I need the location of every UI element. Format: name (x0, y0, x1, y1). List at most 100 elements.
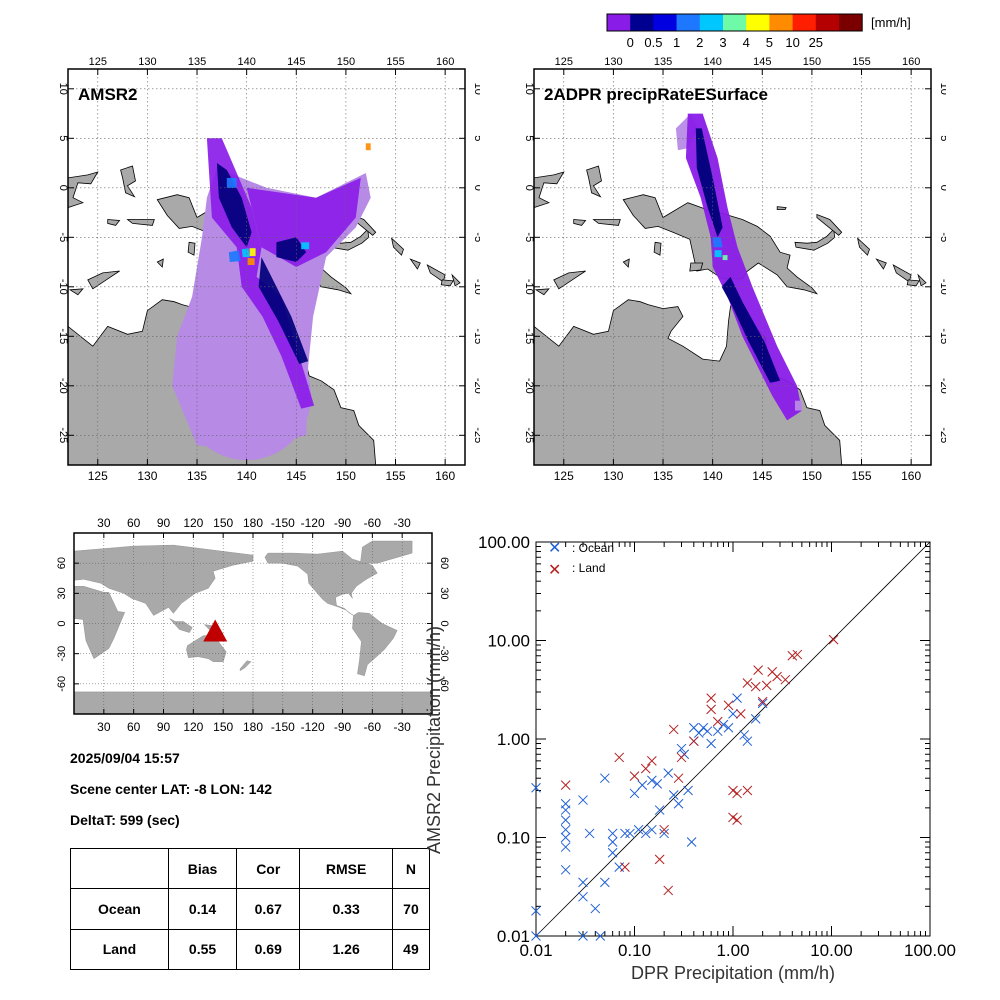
stats-corner-cell (70, 847, 169, 890)
ocean-point (723, 722, 734, 733)
globe-lat-label-right: 0 (438, 620, 450, 626)
globe-lat-label-left: -60 (56, 676, 68, 692)
dpr-lon-label-bottom: 160 (901, 469, 921, 483)
amsr2-lat-label-left: 10 (57, 83, 69, 95)
dpr-lon-label-top: 125 (555, 56, 573, 68)
ocean-point (663, 768, 674, 779)
amsr2-lon-label-top: 125 (89, 56, 107, 68)
amsr2-title: AMSR2 (78, 85, 138, 104)
amsr2-lat-label-right: -15 (472, 328, 480, 344)
amsr2-lat-label-right: 10 (472, 83, 480, 95)
ocean-point (578, 877, 588, 888)
dpr-lon-label-top: 135 (654, 56, 672, 68)
stats-rmse: 1.26 (299, 928, 393, 971)
globe-lon-label-top: 120 (183, 516, 203, 530)
amsr2-precip-cell (241, 248, 250, 258)
dpr-lon-label-bottom: 155 (852, 469, 872, 483)
ocean-point (625, 828, 635, 839)
amsr2-landmass (68, 288, 84, 296)
dpr-precip-cell (722, 255, 728, 261)
amsr2-lat-label-right: -10 (472, 279, 480, 295)
ocean-point (659, 828, 670, 839)
land-point (673, 773, 684, 784)
dpr-lat-label-left: 10 (523, 83, 535, 95)
stats-header-bias: Bias (167, 847, 238, 890)
dpr-lon-label-top: 155 (852, 56, 870, 68)
amsr2-landmass (390, 237, 404, 256)
ocean-point (640, 828, 651, 839)
globe-lon-label-bottom: -30 (393, 720, 411, 734)
globe-landmass (352, 612, 398, 677)
globe-lat-label-right: -60 (438, 676, 450, 692)
ocean-point (728, 709, 738, 719)
ocean-point (531, 931, 541, 941)
globe-lon-label-bottom: -120 (301, 720, 325, 734)
globe-lat-label-left: 30 (56, 587, 68, 599)
land-point (614, 752, 625, 763)
ocean-point (560, 832, 571, 843)
ocean-point (599, 877, 610, 888)
delta-time: DeltaT: 599 (sec) (70, 812, 180, 828)
amsr2-lon-label-top: 135 (188, 56, 206, 68)
dpr-lon-label-bottom: 130 (603, 469, 623, 483)
ocean-point (732, 693, 742, 703)
dpr-landmass (816, 213, 843, 236)
dpr-landmass (875, 258, 887, 270)
dpr-lon-label-bottom: 140 (703, 469, 723, 483)
amsr2-landmass (328, 228, 370, 251)
colorbar-swatch (746, 14, 770, 31)
dpr-landmass (794, 228, 836, 251)
amsr2-precip-cell (246, 177, 361, 267)
dpr-lon-label-bottom: 150 (802, 469, 822, 483)
globe-landmass (73, 586, 125, 659)
globe-lon-label-top: 60 (127, 516, 141, 530)
ocean-point (629, 788, 640, 799)
ocean-point (668, 790, 679, 800)
ocean-point (620, 828, 630, 839)
globe-lon-label-top: -30 (393, 516, 411, 530)
amsr2-lat-label-right: 0 (472, 185, 480, 191)
scatter-legend: ✕ : Ocean ✕ : Land (548, 540, 614, 579)
amsr2-landmass (440, 279, 454, 287)
ocean-point (702, 726, 713, 737)
ocean-point (739, 730, 750, 740)
dpr-lat-label-right: -15 (938, 328, 946, 344)
dpr-lat-label-right: -25 (938, 427, 946, 443)
dpr-landmass (653, 241, 662, 256)
dpr-landmass (586, 165, 602, 198)
ocean-point (654, 805, 665, 815)
land-point (646, 755, 657, 766)
amsr2-lat-label-left: 0 (57, 185, 69, 191)
colorbar-swatch (769, 14, 793, 31)
scene-location-marker (203, 619, 228, 642)
amsr2-lat-label-right: 5 (472, 135, 480, 141)
ocean-point (673, 798, 684, 809)
amsr2-map: 125 125 130 130 135 135 140 140 145 145 150 150 155 1… (57, 56, 480, 483)
colorbar-swatches (606, 13, 863, 32)
colorbar-labels: 0 0.5 1 2 3 4 5 10 25 (627, 35, 823, 50)
stats-row-label: Land (70, 928, 169, 971)
y-tick-label: 1.00 (497, 730, 530, 749)
ocean-point (607, 847, 618, 858)
colorbar-swatch (839, 14, 863, 31)
x-tick-label: 0.01 (519, 941, 552, 960)
land-point (640, 763, 651, 774)
dpr-map-frame: 125 125 130 130 135 135 140 140 145 145 150 150 155 1… (523, 56, 946, 483)
amsr2-landmass (107, 219, 121, 226)
colorbar-label: 0 (627, 35, 634, 50)
dpr-lon-label-top: 145 (753, 56, 771, 68)
amsr2-landmass (187, 241, 196, 256)
ocean-point (560, 824, 571, 835)
amsr2-lon-label-bottom: 150 (336, 469, 356, 483)
globe-lon-label-bottom: 60 (127, 720, 141, 734)
stats-rmse: 0.33 (299, 888, 393, 930)
dpr-lon-label-top: 140 (703, 56, 721, 68)
land-point (792, 649, 803, 660)
colorbar-swatch (607, 14, 631, 31)
amsr2-precip-cell (365, 143, 371, 151)
ocean-point (578, 795, 588, 805)
amsr2-lon-label-bottom: 135 (187, 469, 207, 483)
colorbar-label: 10 (785, 35, 799, 50)
globe-lon-label-bottom: 150 (213, 720, 233, 734)
legend-ocean-marker: ✕ (548, 540, 561, 557)
